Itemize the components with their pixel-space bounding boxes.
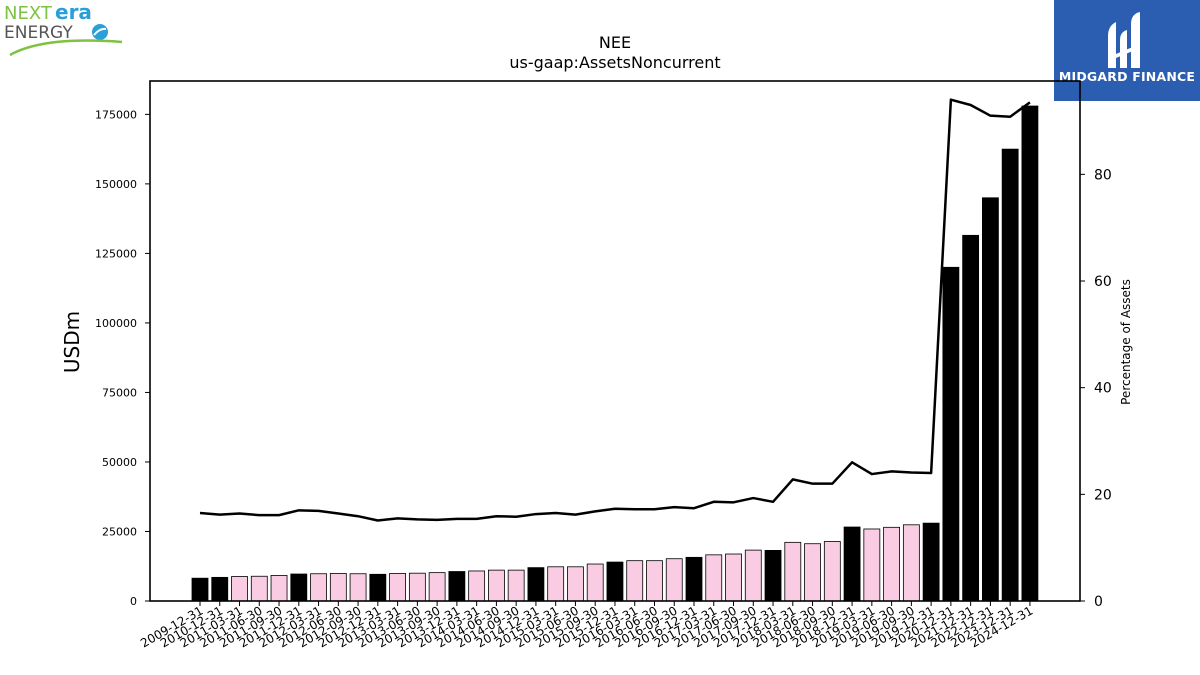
bar [191, 577, 209, 602]
bar [646, 560, 663, 602]
y-tick-label: 75000 [102, 386, 137, 399]
plot-frame [149, 80, 1081, 602]
bar [1001, 148, 1019, 602]
y-tick-label: 125000 [95, 247, 137, 260]
y2-tick-label: 60 [1094, 274, 1112, 290]
y-axis-label: USDm [60, 311, 84, 373]
bar [843, 526, 861, 602]
bar [329, 573, 347, 602]
bar [586, 563, 604, 602]
bar [270, 575, 288, 602]
y-tick-label: 50000 [102, 456, 137, 469]
bar [349, 573, 367, 602]
y2-tick-label: 40 [1094, 381, 1112, 397]
bar [428, 572, 446, 602]
bar [567, 566, 584, 602]
y2-tick-label: 0 [1094, 594, 1103, 610]
bar [487, 569, 505, 602]
bars-layer [191, 105, 1039, 602]
bar [744, 549, 762, 602]
axes-layer: 0 25000 50000 75000 100000 125000 150000 175000… [95, 80, 1112, 650]
bar [547, 566, 565, 602]
bar [902, 524, 920, 602]
y2-tick-label: 20 [1094, 487, 1112, 503]
y2-axis-label: Percentage of Assets [1119, 279, 1133, 405]
chart-title: NEE [599, 33, 631, 52]
y-tick-label: 100000 [95, 317, 137, 330]
y-tick-label: 0 [130, 595, 137, 608]
bar [883, 526, 900, 602]
bar [231, 576, 248, 602]
bar [982, 197, 999, 602]
logo-next-text: NEXT [4, 3, 53, 24]
bar [468, 570, 486, 602]
bar [665, 558, 683, 602]
y-tick-label: 175000 [95, 108, 137, 121]
bar [685, 556, 703, 602]
logo-swoosh-icon [9, 39, 123, 57]
bar [784, 541, 802, 602]
midgard-mark-icon [1108, 12, 1140, 68]
logo-energy-text: ENERGY [4, 23, 73, 43]
midgard-brand-text: MIDGARD FINANCE [1058, 69, 1196, 84]
bar [962, 234, 980, 602]
logo-era-text: era [55, 2, 92, 24]
bar [250, 575, 268, 602]
bar [211, 576, 229, 602]
y2-tick-label: 80 [1094, 167, 1112, 183]
y-tick-label: 25000 [102, 525, 137, 538]
nextera-energy-logo: NEXT era ENERGY [4, 0, 126, 58]
bar [310, 573, 327, 602]
y-tick-label: 150000 [95, 178, 137, 191]
bar [527, 567, 545, 602]
bar [626, 560, 644, 602]
bar [804, 543, 821, 602]
bar [922, 522, 940, 602]
bar [823, 541, 841, 602]
bar [725, 553, 742, 602]
bar [942, 266, 960, 602]
bar [606, 561, 624, 602]
bar [290, 573, 308, 602]
percentage-line [199, 98, 1031, 522]
bar [705, 554, 723, 602]
chart-subtitle: us-gaap:AssetsNoncurrent [509, 53, 720, 72]
bar [507, 569, 525, 602]
bar [764, 549, 782, 602]
bar [448, 571, 466, 602]
bar [1021, 105, 1039, 602]
bar [369, 573, 387, 602]
midgard-finance-logo: MIDGARD FINANCE [1054, 0, 1200, 101]
bar [408, 572, 426, 602]
bar [389, 573, 407, 602]
bar [863, 528, 881, 602]
line-layer [199, 98, 1031, 522]
